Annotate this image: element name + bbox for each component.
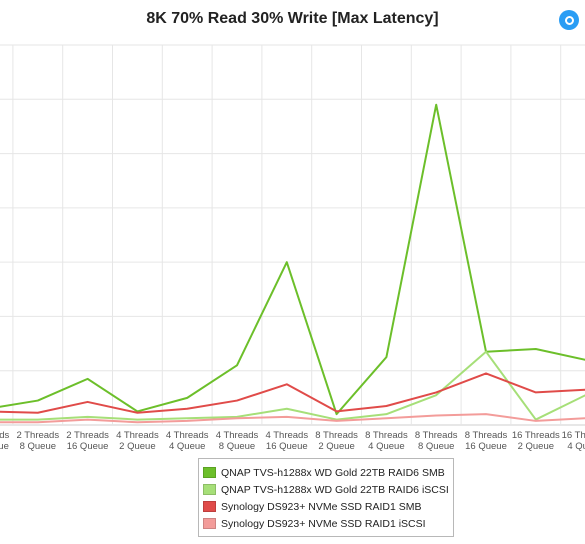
legend-label: QNAP TVS-h1288x WD Gold 22TB RAID6 iSCSI	[221, 483, 449, 496]
x-tick-label: 8 Threads 4 Queue	[365, 430, 408, 452]
x-tick-label: 4 Threads 8 Queue	[216, 430, 259, 452]
series-line-2[interactable]	[0, 350, 585, 421]
legend-item[interactable]: Synology DS923+ NVMe SSD RAID1 SMB	[203, 498, 449, 515]
legend-swatch	[203, 484, 216, 495]
x-tick-label: 4 Threads 2 Queue	[116, 430, 159, 452]
legend-item[interactable]: QNAP TVS-h1288x WD Gold 22TB RAID6 SMB	[203, 464, 449, 481]
series-line-4[interactable]	[0, 413, 585, 424]
x-tick-label: 2 Threads 8 Queue	[16, 430, 59, 452]
legend-swatch	[203, 501, 216, 512]
chart-menu-icon[interactable]	[559, 10, 579, 30]
legend-label: Synology DS923+ NVMe SSD RAID1 iSCSI	[221, 517, 426, 530]
x-tick-label: 2 Threads 16 Queue	[66, 430, 109, 452]
grid	[0, 44, 585, 426]
series-lines	[0, 103, 585, 424]
legend-item[interactable]: QNAP TVS-h1288x WD Gold 22TB RAID6 iSCSI	[203, 481, 449, 498]
legend-label: QNAP TVS-h1288x WD Gold 22TB RAID6 SMB	[221, 466, 445, 479]
legend-item[interactable]: Synology DS923+ NVMe SSD RAID1 iSCSI	[203, 515, 449, 532]
x-tick-label: 16 Threads 2 Queue	[512, 430, 560, 452]
x-tick-label: 4 Threads 16 Queue	[265, 430, 308, 452]
x-tick-label: 8 Threads 16 Queue	[465, 430, 508, 452]
x-tick-label: 4 Threads 4 Queue	[166, 430, 209, 452]
legend-swatch	[203, 467, 216, 478]
legend: QNAP TVS-h1288x WD Gold 22TB RAID6 SMB QN…	[198, 458, 454, 537]
chart-title: 8K 70% Read 30% Write [Max Latency]	[146, 10, 439, 27]
x-tick-label: 8 Threads 8 Queue	[415, 430, 458, 452]
x-tick-label: 8 Threads 2 Queue	[315, 430, 358, 452]
legend-label: Synology DS923+ NVMe SSD RAID1 SMB	[221, 500, 422, 513]
legend-swatch	[203, 518, 216, 529]
